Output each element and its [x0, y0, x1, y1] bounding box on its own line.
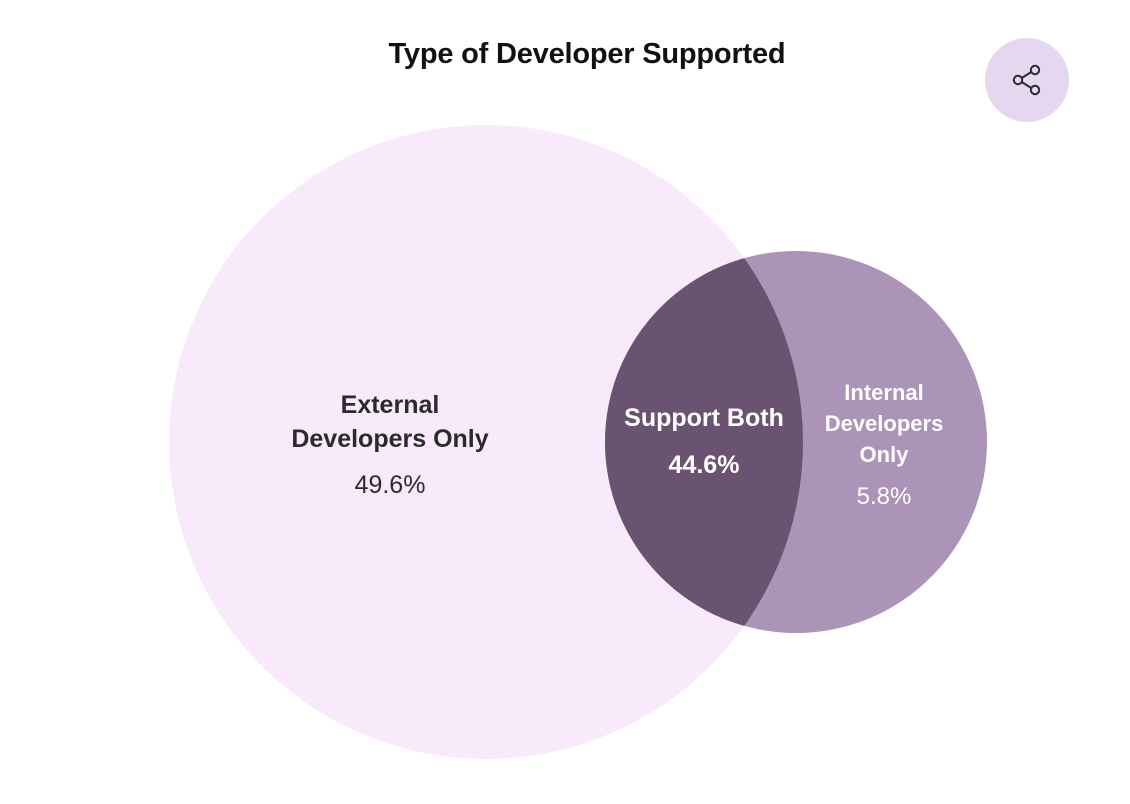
label-internal-value: 5.8% — [856, 483, 912, 510]
share-icon — [1012, 64, 1041, 96]
label-both-name: Support Both — [624, 404, 784, 432]
label-internal-name-line2: Developers — [824, 411, 944, 436]
label-external-value: 49.6% — [354, 471, 426, 499]
label-both: Support Both 44.6% — [604, 403, 804, 480]
label-external: External Developers Only 49.6% — [240, 388, 540, 501]
label-internal-name-line1: Internal — [844, 380, 924, 405]
share-button[interactable] — [985, 38, 1069, 122]
label-both-value: 44.6% — [668, 450, 740, 479]
label-external-name-line2: Developers Only — [291, 425, 489, 453]
label-internal-name-line3: Only — [859, 442, 909, 467]
label-internal: Internal Developers Only 5.8% — [814, 377, 954, 511]
venn-circle-external — [169, 125, 803, 759]
label-external-name-line1: External — [340, 391, 440, 419]
chart-title: Type of Developer Supported — [388, 38, 786, 70]
